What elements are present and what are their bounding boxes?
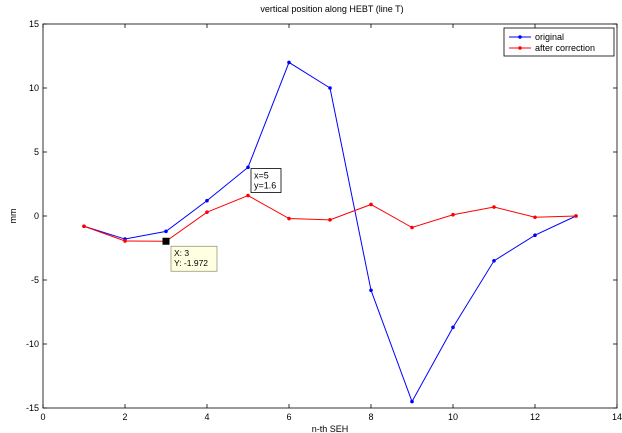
y-tick-label: 15 <box>29 19 39 29</box>
x-axis-title: n-th SEH <box>312 424 349 433</box>
datatip-line: Y: -1.972 <box>174 258 208 268</box>
data-point <box>328 86 332 90</box>
x-tick-label: 2 <box>122 412 127 422</box>
data-point <box>369 202 373 207</box>
y-tick-label: 0 <box>34 211 39 221</box>
data-point <box>369 288 373 293</box>
legend-marker <box>518 46 522 50</box>
datatip-line: X: 3 <box>174 248 189 258</box>
data-point <box>533 215 537 220</box>
data-point <box>82 224 86 229</box>
legend-label: original <box>535 32 564 42</box>
y-tick-label: 10 <box>29 83 39 93</box>
x-tick-label: 0 <box>40 412 45 422</box>
x-tick-label: 14 <box>612 412 622 422</box>
axis-ticks: 0 2 4 6 8 10 12 14 -15 -10 -5 0 5 10 15 <box>26 19 622 422</box>
x-tick-label: 8 <box>368 412 373 422</box>
datatip-box <box>170 245 218 272</box>
data-point <box>287 60 291 65</box>
y-tick-label: -10 <box>26 339 39 349</box>
text-annotation-line: y=1.6 <box>254 181 276 191</box>
data-point <box>205 210 209 214</box>
data-point <box>246 193 250 198</box>
datatip-marker[interactable] <box>162 237 170 245</box>
data-point <box>205 198 209 203</box>
data-point <box>492 205 496 209</box>
x-tick-label: 6 <box>286 412 291 422</box>
data-point <box>574 214 578 218</box>
data-point <box>410 225 414 230</box>
legend-box <box>503 27 615 57</box>
y-tick-label: -5 <box>31 275 39 285</box>
y-tick-label: 5 <box>34 147 39 157</box>
x-tick-label: 12 <box>530 412 540 422</box>
data-point <box>492 259 496 263</box>
data-point <box>123 239 127 243</box>
x-tick-label: 10 <box>448 412 458 422</box>
data-point <box>164 229 168 234</box>
data-point <box>451 212 455 217</box>
chart-title: vertical position along HEBT (line T) <box>260 4 403 14</box>
x-tick-label: 4 <box>204 412 209 422</box>
legend-marker <box>518 35 522 39</box>
y-axis-title: mm <box>8 209 18 224</box>
series-layer <box>82 60 578 404</box>
text-annotation: x=5y=1.6 <box>250 168 282 193</box>
data-point <box>410 399 414 404</box>
data-point <box>246 165 250 170</box>
text-annotation-line: x=5 <box>254 171 269 181</box>
data-point <box>533 233 537 237</box>
data-point <box>451 325 455 330</box>
data-point <box>287 216 291 221</box>
annotation-layer: x=5y=1.6 X: 3Y: -1.972 <box>162 168 282 272</box>
y-tick-label: -15 <box>26 403 39 413</box>
legend-label: after correction <box>535 43 595 53</box>
data-point <box>328 218 332 222</box>
datatip[interactable]: X: 3Y: -1.972 <box>162 237 218 272</box>
text-annotation-box <box>250 168 282 193</box>
